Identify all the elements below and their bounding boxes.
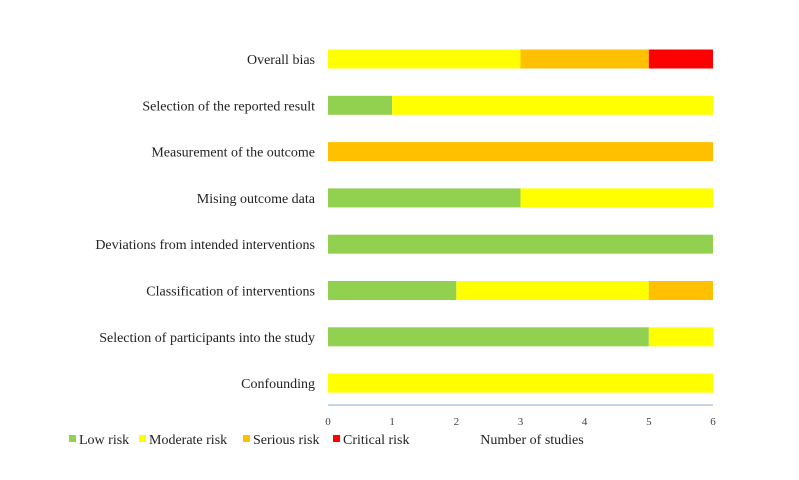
bar-segment-moderate-risk (328, 49, 521, 69)
legend: Low risk Moderate risk Serious risk Critica… (69, 433, 410, 448)
bar-segment-serious-risk (328, 142, 713, 162)
category-label: Mising outcome data (197, 192, 316, 207)
bar-segment-low-risk (328, 327, 649, 347)
x-tick-label: 1 (389, 416, 395, 428)
x-tick-labels: 0 1 2 3 4 5 6 (325, 416, 716, 428)
bar-segment-moderate-risk (520, 188, 713, 208)
legend-swatch (69, 435, 76, 442)
bar-segment-moderate-risk (328, 373, 713, 393)
category-label: Classification of interventions (146, 285, 315, 300)
legend-label: Serious risk (253, 433, 320, 448)
category-labels: Overall bias Selection of the reported re… (95, 53, 315, 392)
category-label: Selection of the reported result (142, 99, 315, 114)
category-label: Deviations from intended interventions (95, 238, 315, 253)
legend-label: Low risk (79, 433, 129, 448)
bar-segment-serious-risk (520, 49, 649, 69)
bar-segment-serious-risk (648, 281, 713, 300)
bar-segment-critical-risk (648, 49, 713, 69)
legend-swatch (139, 435, 146, 442)
legend-swatch (333, 435, 340, 442)
category-label: Selection of participants into the study (99, 331, 315, 346)
category-label: Overall bias (247, 53, 315, 68)
bar-segment-moderate-risk (648, 327, 713, 347)
bar-segment-moderate-risk (392, 95, 713, 115)
legend-swatch (243, 435, 250, 442)
legend-label: Moderate risk (149, 433, 227, 448)
bar-segment-moderate-risk (456, 281, 649, 300)
x-tick-label: 3 (518, 416, 524, 428)
x-tick-label: 5 (646, 416, 652, 428)
bars-layer (328, 49, 713, 393)
x-tick-label: 0 (325, 416, 331, 428)
x-tick-label: 6 (710, 416, 716, 428)
category-label: Measurement of the outcome (151, 146, 315, 161)
x-tick-label: 2 (454, 416, 460, 428)
legend-label: Critical risk (343, 433, 410, 448)
bar-segment-low-risk (328, 188, 521, 208)
category-label: Confounding (241, 377, 315, 392)
bar-segment-low-risk (328, 281, 457, 300)
bar-segment-low-risk (328, 95, 393, 115)
x-axis-title: Number of studies (480, 433, 583, 448)
x-tick-label: 4 (582, 416, 588, 428)
bar-segment-low-risk (328, 234, 713, 254)
